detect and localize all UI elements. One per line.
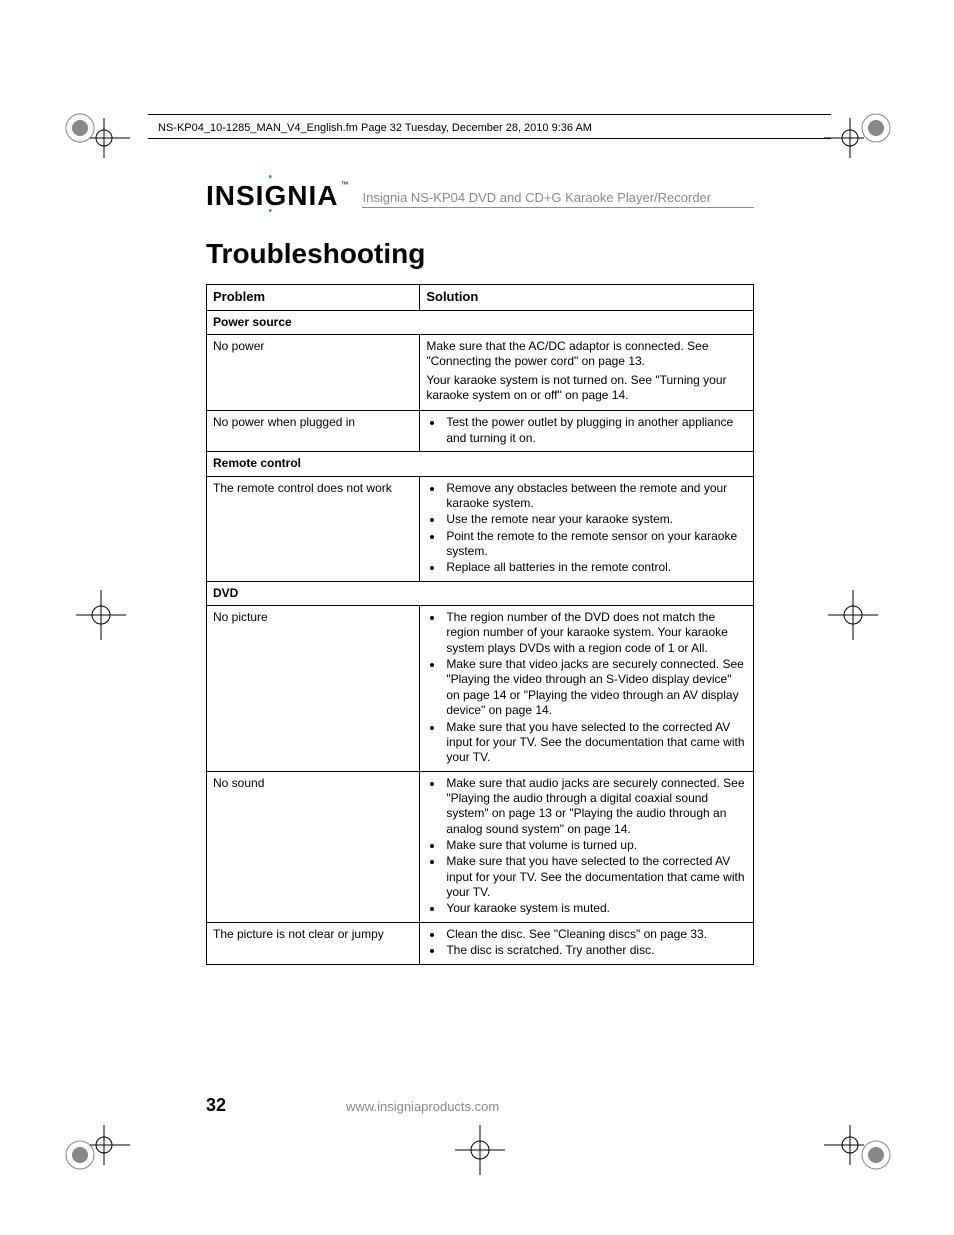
crop-mark-ml <box>76 590 126 640</box>
page-title: Troubleshooting <box>206 238 754 270</box>
table-row: No picture The region number of the DVD d… <box>207 606 754 772</box>
problem-cell: No sound <box>207 771 420 922</box>
solution-list: Clean the disc. See "Cleaning discs" on … <box>426 927 747 959</box>
manual-page: NS-KP04_10-1285_MAN_V4_English.fm Page 3… <box>0 0 954 1235</box>
crop-mark-bm <box>455 1125 505 1175</box>
solution-bullet: The region number of the DVD does not ma… <box>444 610 747 656</box>
solution-bullet: Clean the disc. See "Cleaning discs" on … <box>444 927 747 942</box>
brand-row: INSIG••NIA™ Insignia NS-KP04 DVD and CD+… <box>206 180 754 212</box>
table-row: No sound Make sure that audio jacks are s… <box>207 771 754 922</box>
problem-cell: The picture is not clear or jumpy <box>207 922 420 964</box>
troubleshooting-table: Problem Solution Power sourceNo powerMak… <box>206 284 754 965</box>
problem-cell: No picture <box>207 606 420 772</box>
solution-bullet: Make sure that video jacks are securely … <box>444 657 747 718</box>
solution-cell: Make sure that the AC/DC adaptor is conn… <box>420 334 754 410</box>
section-header: Power source <box>207 310 754 334</box>
solution-bullet: Replace all batteries in the remote cont… <box>444 560 747 575</box>
solution-bullet: Make sure that you have selected to the … <box>444 720 747 766</box>
solution-list: Test the power outlet by plugging in ano… <box>426 415 747 446</box>
solution-list: Remove any obstacles between the remote … <box>426 481 747 576</box>
doc-meta-header: NS-KP04_10-1285_MAN_V4_English.fm Page 3… <box>158 122 592 134</box>
brand-tm: ™ <box>340 180 348 189</box>
section-header: Remote control <box>207 452 754 476</box>
solution-bullet: Remove any obstacles between the remote … <box>444 481 747 512</box>
crop-mark-tr <box>824 108 894 168</box>
solution-cell: Remove any obstacles between the remote … <box>420 476 754 581</box>
table-row: The picture is not clear or jumpy Clean t… <box>207 922 754 964</box>
solution-paragraph: Make sure that the AC/DC adaptor is conn… <box>426 339 747 370</box>
crop-mark-bl <box>60 1115 130 1175</box>
solution-bullet: Make sure that audio jacks are securely … <box>444 776 747 837</box>
problem-cell: The remote control does not work <box>207 476 420 581</box>
solution-bullet: The disc is scratched. Try another disc. <box>444 943 747 958</box>
brand-tagline: Insignia NS-KP04 DVD and CD+G Karaoke Pl… <box>362 190 754 208</box>
section-header: DVD <box>207 581 754 605</box>
solution-bullet: Make sure that volume is turned up. <box>444 838 747 853</box>
table-row: No power when plugged in Test the power o… <box>207 411 754 452</box>
crop-mark-br <box>824 1115 894 1175</box>
col-header-problem: Problem <box>207 285 420 311</box>
page-number: 32 <box>206 1095 226 1116</box>
problem-cell: No power <box>207 334 420 410</box>
crop-mark-tl <box>60 108 130 168</box>
solution-list: The region number of the DVD does not ma… <box>426 610 747 766</box>
solution-cell: Make sure that audio jacks are securely … <box>420 771 754 922</box>
solution-list: Make sure that audio jacks are securely … <box>426 776 747 917</box>
page-footer: 32 www.insigniaproducts.com <box>206 1095 754 1116</box>
solution-cell: Test the power outlet by plugging in ano… <box>420 411 754 452</box>
solution-bullet: Point the remote to the remote sensor on… <box>444 529 747 560</box>
footer-url: www.insigniaproducts.com <box>346 1099 499 1114</box>
col-header-solution: Solution <box>420 285 754 311</box>
solution-cell: Clean the disc. See "Cleaning discs" on … <box>420 922 754 964</box>
solution-bullet: Your karaoke system is muted. <box>444 901 747 916</box>
table-row: The remote control does not work Remove a… <box>207 476 754 581</box>
crop-mark-mr <box>828 590 878 640</box>
solution-bullet: Make sure that you have selected to the … <box>444 854 747 900</box>
solution-paragraph: Your karaoke system is not turned on. Se… <box>426 373 747 404</box>
solution-bullet: Use the remote near your karaoke system. <box>444 512 747 527</box>
solution-cell: The region number of the DVD does not ma… <box>420 606 754 772</box>
solution-bullet: Test the power outlet by plugging in ano… <box>444 415 747 446</box>
header-rule-bottom <box>148 138 831 139</box>
header-rule-top <box>148 114 831 115</box>
problem-cell: No power when plugged in <box>207 411 420 452</box>
brand-logo: INSIG••NIA™ <box>206 180 348 212</box>
page-content: INSIG••NIA™ Insignia NS-KP04 DVD and CD+… <box>206 180 754 965</box>
table-row: No powerMake sure that the AC/DC adaptor… <box>207 334 754 410</box>
